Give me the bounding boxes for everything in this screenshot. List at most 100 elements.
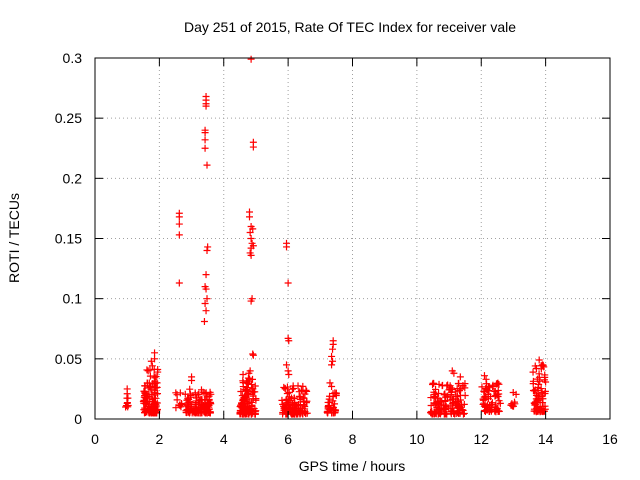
data-point [247, 55, 255, 63]
data-point [239, 370, 247, 378]
data-point [247, 244, 255, 252]
data-point [478, 383, 486, 391]
data-point [248, 398, 256, 406]
x-tick-label: 10 [409, 431, 425, 447]
data-point [531, 398, 539, 406]
data-point [531, 362, 539, 370]
data-point [207, 399, 215, 407]
data-point [533, 404, 541, 412]
data-point [325, 395, 333, 403]
data-point [249, 143, 257, 151]
data-point [202, 102, 210, 110]
data-point [301, 405, 309, 413]
axis-ticks [94, 57, 611, 420]
data-point [328, 361, 336, 369]
data-point [489, 382, 497, 390]
data-point [241, 394, 249, 402]
data-point [199, 388, 207, 396]
data-point [482, 375, 490, 383]
data-point [329, 345, 337, 353]
y-tick-label: 0.1 [63, 291, 83, 307]
data-point [496, 399, 504, 407]
data-point [202, 271, 210, 279]
data-point [456, 391, 464, 399]
data-point [485, 384, 493, 392]
data-point [440, 404, 448, 412]
y-tick-label: 0.15 [55, 231, 82, 247]
x-tick-label: 0 [91, 431, 99, 447]
data-point [236, 403, 244, 411]
data-point [447, 410, 455, 418]
data-point [201, 129, 209, 137]
data-point [329, 357, 337, 365]
data-point [299, 410, 307, 418]
y-tick-label: 0.2 [63, 170, 83, 186]
data-point [249, 225, 257, 233]
data-point [432, 385, 440, 393]
data-point [460, 400, 468, 408]
data-point [435, 389, 443, 397]
data-point [279, 408, 287, 416]
data-point [450, 398, 458, 406]
data-point [436, 406, 444, 414]
data-point [202, 406, 210, 414]
y-tick-label: 0.05 [55, 351, 82, 367]
data-point [480, 372, 488, 380]
data-point [188, 376, 196, 384]
data-point [488, 406, 496, 414]
data-point [428, 410, 436, 418]
data-point [529, 377, 537, 385]
data-point [284, 279, 292, 287]
data-point [494, 386, 502, 394]
data-point [324, 404, 332, 412]
data-point [249, 350, 257, 358]
data-point [283, 361, 291, 369]
data-point [537, 385, 545, 393]
data-point [530, 387, 538, 395]
data-point [203, 393, 211, 401]
data-point [326, 379, 334, 387]
data-point [175, 213, 183, 221]
data-point [479, 396, 487, 404]
data-point [442, 393, 450, 401]
data-point [203, 247, 211, 255]
data-point [249, 351, 257, 359]
data-point [184, 408, 192, 416]
data-point [247, 251, 255, 259]
data-point [247, 380, 255, 388]
data-point [151, 400, 159, 408]
data-point [431, 390, 439, 398]
data-point [535, 370, 543, 378]
data-points [122, 55, 550, 418]
data-point [441, 401, 449, 409]
x-tick-label: 2 [155, 431, 163, 447]
data-point [206, 408, 214, 416]
data-point [329, 340, 337, 348]
y-tick-label: 0.3 [63, 50, 83, 66]
data-point [456, 387, 464, 395]
data-point [153, 405, 161, 413]
data-point [151, 389, 159, 397]
data-point [186, 385, 194, 393]
data-point [143, 394, 151, 402]
data-point [332, 389, 340, 397]
data-point [181, 390, 189, 398]
data-point [200, 318, 208, 326]
data-point [246, 213, 253, 221]
data-point [151, 349, 159, 357]
data-point [278, 396, 286, 404]
data-point [183, 396, 191, 404]
data-point [247, 410, 255, 418]
data-point [481, 402, 489, 410]
x-tick-label: 12 [473, 431, 489, 447]
data-point [459, 406, 467, 414]
data-point [291, 410, 299, 418]
data-point [247, 297, 255, 305]
data-point [150, 365, 158, 373]
data-point [538, 361, 546, 369]
x-tick-label: 8 [349, 431, 357, 447]
data-point [252, 395, 260, 403]
data-point [331, 400, 339, 408]
